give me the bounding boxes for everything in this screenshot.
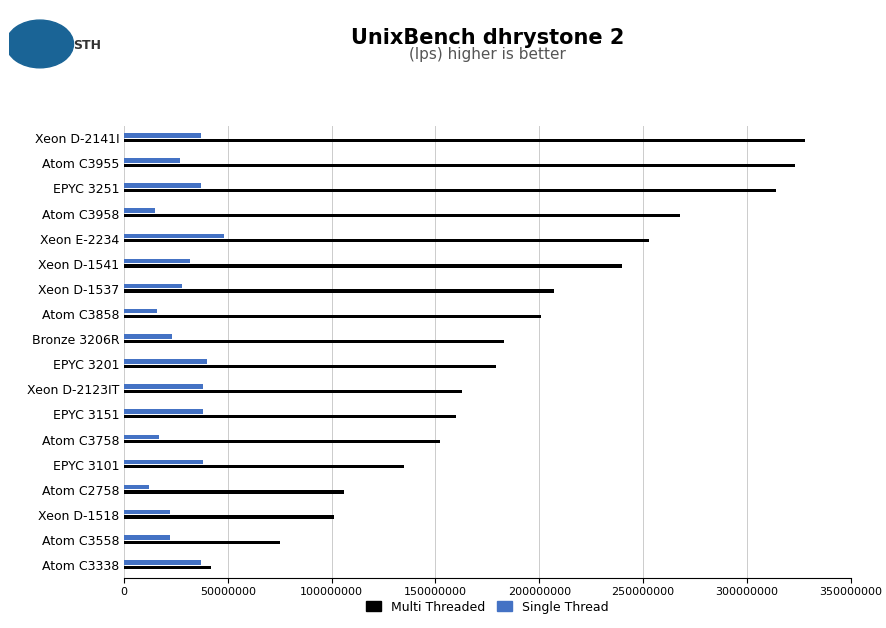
Text: (lps) higher is better: (lps) higher is better <box>408 47 566 62</box>
Bar <box>124 490 344 494</box>
Bar <box>124 409 203 414</box>
Bar <box>124 158 180 163</box>
Bar <box>124 208 155 213</box>
Text: UnixBench dhrystone 2: UnixBench dhrystone 2 <box>351 28 624 48</box>
Bar <box>124 485 149 489</box>
Bar <box>124 340 504 343</box>
Legend: Multi Threaded, Single Thread: Multi Threaded, Single Thread <box>361 595 614 619</box>
Bar <box>124 214 680 217</box>
Bar <box>124 334 172 338</box>
Bar <box>124 560 201 565</box>
Bar <box>124 284 183 288</box>
Bar <box>124 415 456 418</box>
Bar <box>124 183 201 188</box>
Bar <box>124 465 404 468</box>
Bar <box>124 384 203 389</box>
Bar <box>124 541 280 544</box>
Bar <box>124 566 211 569</box>
Bar <box>124 309 157 313</box>
Bar <box>124 133 201 138</box>
Bar <box>124 234 223 238</box>
Bar <box>124 359 207 364</box>
Bar <box>124 460 203 464</box>
Bar <box>124 510 170 514</box>
Bar <box>124 315 541 318</box>
Bar <box>124 259 190 263</box>
Bar <box>124 189 776 192</box>
Bar <box>124 535 170 539</box>
Bar <box>124 390 462 393</box>
Bar <box>124 440 439 443</box>
Text: STH: STH <box>73 39 101 51</box>
Bar <box>124 239 649 242</box>
Circle shape <box>6 20 74 68</box>
Bar <box>124 139 804 142</box>
Bar <box>124 516 334 519</box>
Bar <box>124 365 495 368</box>
Bar <box>124 435 159 439</box>
Bar <box>124 264 622 268</box>
Bar <box>124 290 554 293</box>
Bar <box>124 164 795 167</box>
